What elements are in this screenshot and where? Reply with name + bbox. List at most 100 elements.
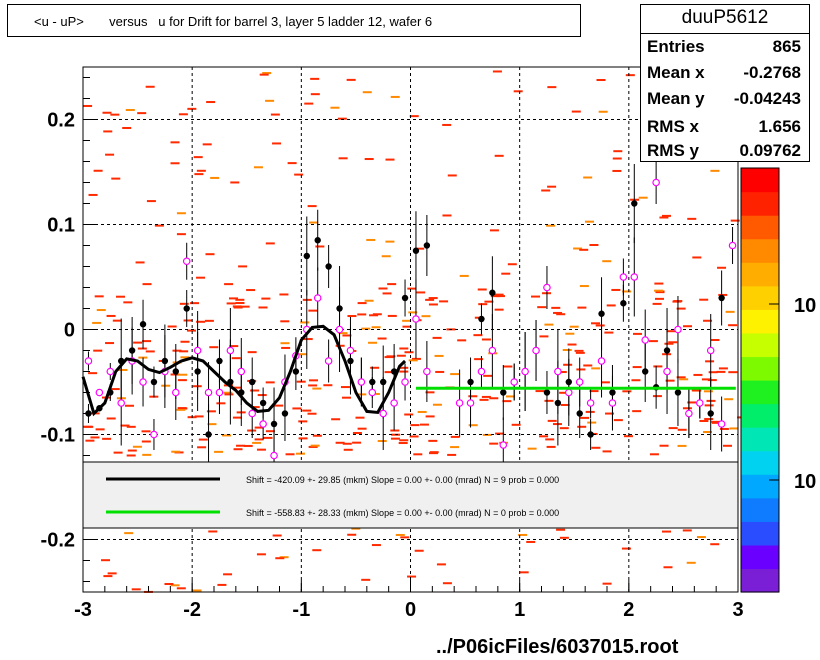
histogram-cell (526, 540, 536, 543)
data-point-black (707, 410, 714, 417)
colorbar-cell (741, 380, 779, 405)
histogram-cell (263, 436, 273, 439)
histogram-cell (562, 349, 572, 352)
data-point-magenta (597, 357, 606, 365)
histogram-cell (553, 311, 563, 314)
histogram-cell (361, 578, 371, 581)
histogram-cell (428, 297, 438, 300)
histogram-cell (253, 166, 263, 169)
data-point-magenta (554, 367, 562, 376)
histogram-cell (95, 428, 105, 431)
stats-row-rms-x: RMS x 1.656 (647, 117, 801, 141)
histogram-cell (701, 378, 711, 381)
histogram-cell (176, 212, 186, 215)
histogram-cell (236, 444, 246, 447)
colorbar-label: 10 (794, 471, 816, 493)
histogram-cell (124, 404, 134, 407)
histogram-cell (214, 450, 224, 453)
data-point-magenta (182, 257, 191, 266)
histogram-cell (468, 424, 478, 427)
y-tick-label: 0.2 (47, 110, 75, 132)
histogram-cell (494, 308, 504, 311)
histogram-cell (224, 393, 234, 396)
histogram-cell (105, 153, 115, 156)
histogram-cell (210, 176, 220, 179)
histogram-cell (371, 544, 381, 547)
histogram-cell (574, 349, 584, 352)
histogram-cell (652, 302, 662, 305)
stats-divider (641, 33, 809, 34)
data-point-magenta (630, 273, 639, 281)
histogram-cell (252, 441, 262, 444)
histogram-cell (233, 448, 243, 451)
histogram-cell (331, 418, 341, 421)
histogram-cell (205, 253, 215, 256)
histogram-cell (495, 295, 505, 298)
histogram-cell (154, 224, 164, 227)
histogram-cell (343, 448, 353, 451)
data-point-magenta (663, 367, 671, 376)
histogram-cell (107, 572, 117, 575)
histogram-cell (703, 319, 713, 322)
histogram-cell (409, 435, 419, 438)
histogram-cell (428, 303, 438, 306)
histogram-cell (250, 389, 260, 392)
histogram-cell (631, 379, 641, 382)
histogram-cell (604, 331, 614, 334)
histogram-cell (176, 233, 186, 236)
data-point-black (303, 252, 310, 260)
histogram-cell (270, 113, 280, 116)
histogram-cell (202, 143, 212, 146)
histogram-cell (416, 291, 426, 294)
histogram-cell (357, 427, 367, 430)
histogram-cell (489, 229, 499, 232)
data-point-magenta (586, 399, 595, 407)
histogram-cell (545, 438, 555, 441)
histogram-cell (340, 386, 350, 389)
histogram-cell (93, 169, 103, 172)
histogram-cell (176, 587, 186, 590)
data-point-magenta (379, 409, 388, 418)
histogram-cell (573, 247, 583, 250)
histogram-cell (323, 384, 333, 387)
stats-row-mean-x: Mean x -0.2768 (647, 63, 801, 87)
histogram-cell (625, 74, 635, 77)
histogram-cell (247, 429, 257, 432)
fit-line-fit_black (81, 324, 407, 417)
histogram-cell (390, 95, 400, 98)
histogram-cell (428, 452, 438, 455)
histogram-cell (287, 162, 297, 165)
y-tick-label: -0.1 (41, 425, 75, 447)
histogram-cell (272, 534, 282, 537)
histogram-cell (399, 370, 409, 373)
histogram-cell (177, 407, 187, 410)
histogram-cell (381, 255, 391, 258)
data-point-magenta (368, 388, 377, 397)
data-point-magenta (455, 399, 464, 407)
histogram-cell (347, 533, 357, 536)
histogram-cell (704, 418, 714, 421)
histogram-cell (390, 429, 400, 432)
colorbar-cell (741, 285, 779, 310)
histogram-cell (724, 398, 734, 401)
plot-title: <u - uP> versus u for Drift for barrel 3… (34, 14, 433, 29)
fit-legend-box (82, 461, 739, 529)
histogram-cell (88, 372, 98, 375)
histogram-cell (623, 435, 633, 438)
histogram-cell (665, 379, 675, 382)
histogram-cell (355, 416, 365, 419)
x-tick-label: 3 (732, 599, 743, 621)
histogram-cell (362, 91, 372, 94)
data-point-magenta (728, 241, 737, 250)
histogram-cell (179, 302, 189, 305)
histogram-cell (527, 447, 537, 450)
data-point-black (150, 378, 158, 386)
histogram-cell (131, 588, 141, 591)
histogram-cell (479, 398, 489, 401)
data-point-black (401, 294, 409, 302)
histogram-cell (272, 142, 282, 145)
histogram-cell (352, 431, 362, 434)
histogram-cell (231, 386, 241, 389)
histogram-cell (506, 395, 516, 398)
stats-value: 1.656 (758, 117, 801, 136)
